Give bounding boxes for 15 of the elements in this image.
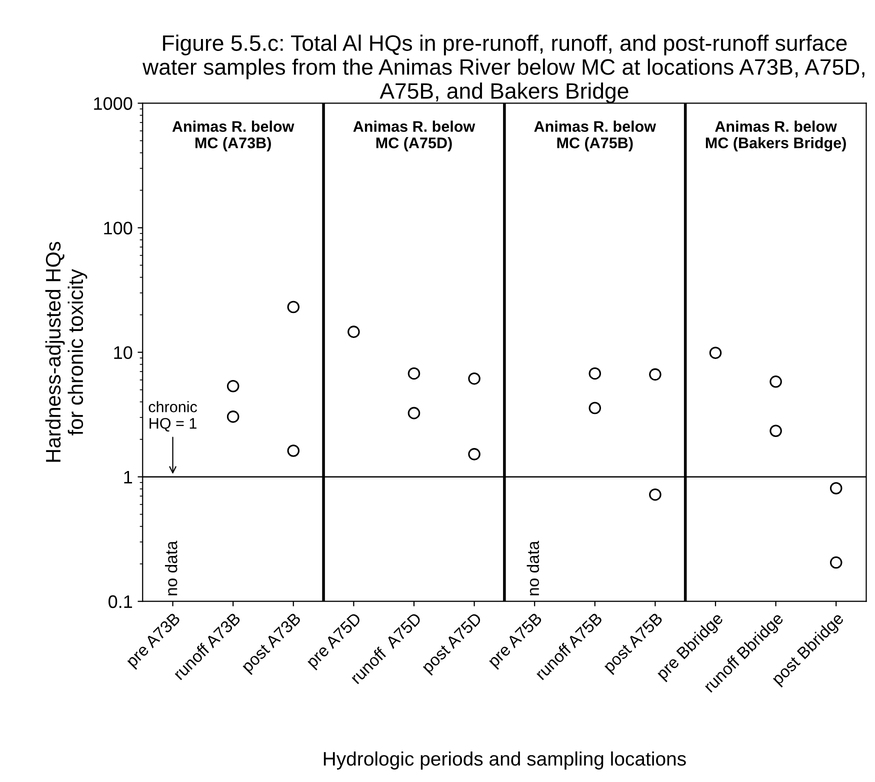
- chart-title: Figure 5.5.c: Total Al HQs in pre-runoff, runoff, and post-runoff surface water samples from the Animas River below MC at locations A73B, A75D, A75B, and Bakers Bridge: [142, 34, 864, 104]
- annotation: Animas R. below MC (Bakers Bridge): [706, 120, 846, 152]
- annotation: Animas R. below MC (A75B): [534, 120, 656, 152]
- annotation: Animas R. below MC (A75D): [353, 120, 476, 152]
- y-tick-label: 10: [114, 346, 132, 360]
- annotation: no data: [165, 540, 178, 596]
- y-axis-title: Hardness-adjusted HQs for chronic toxicity: [45, 242, 88, 462]
- y-tick-label: 0.1: [108, 595, 132, 608]
- annotation: Animas R. below MC (A73B): [172, 120, 294, 152]
- ref-line-label: chronic HQ = 1: [148, 401, 197, 432]
- annotation: no data: [526, 540, 540, 596]
- y-tick-label: 1000: [94, 97, 132, 110]
- x-axis-title: Hydrologic periods and sampling locations: [324, 751, 686, 770]
- y-tick-label: 100: [104, 222, 132, 234]
- y-tick-label: 1: [124, 470, 132, 484]
